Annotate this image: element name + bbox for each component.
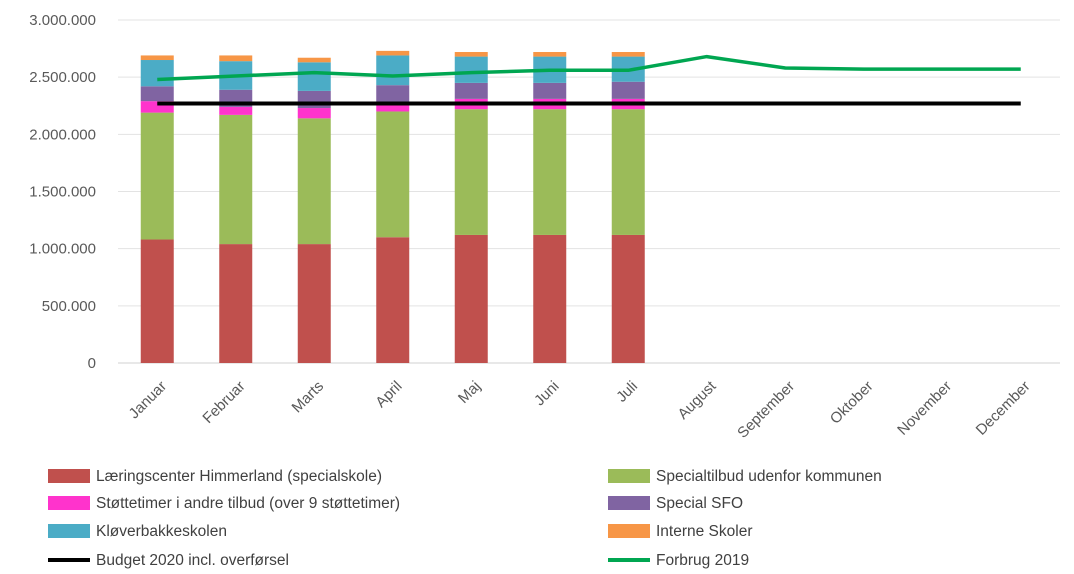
- x-tick-label: Marts: [289, 378, 328, 417]
- bar-segment: [219, 244, 253, 363]
- bar-segment: [297, 57, 331, 63]
- y-tick-label: 2.000.000: [29, 126, 96, 143]
- bar-segment: [376, 103, 410, 112]
- bar-segment: [219, 106, 253, 115]
- y-tick-label: 2.500.000: [29, 69, 96, 86]
- bar-segment: [533, 234, 567, 363]
- bar-segment: [297, 118, 331, 245]
- legend-swatch: [608, 524, 650, 538]
- bar-segment: [376, 237, 410, 363]
- bars: [140, 50, 645, 363]
- legend-label: Interne Skoler: [656, 523, 753, 540]
- bar-segment: [219, 55, 253, 62]
- bar-segment: [376, 111, 410, 238]
- legend: Læringscenter Himmerland (specialskole) S…: [48, 468, 882, 569]
- x-tick-label: April: [372, 378, 405, 411]
- y-tick-label: 0: [88, 355, 96, 372]
- y-axis-ticks: 0 500.000 1.000.000 1.500.000 2.000.000 2.500…: [29, 12, 96, 372]
- bar-segment: [611, 234, 645, 363]
- bar-segment: [454, 56, 488, 83]
- x-tick-label: December: [973, 378, 1034, 439]
- legend-label: Specialtilbud udenfor kommunen: [656, 468, 882, 485]
- y-tick-label: 1.500.000: [29, 184, 96, 201]
- bar-segment: [454, 109, 488, 235]
- x-tick-label: August: [675, 377, 721, 423]
- series-lines: [157, 54, 1021, 106]
- x-axis-ticks: Januar Februar Marts April Maj Juni Juli August…: [126, 377, 1034, 441]
- bar-segment: [297, 62, 331, 91]
- legend-swatch: [48, 469, 90, 483]
- legend-swatch: [608, 496, 650, 510]
- x-tick-label: Oktober: [827, 378, 877, 428]
- legend-label: Støttetimer i andre tilbud (over 9 støtt…: [96, 495, 400, 512]
- bar-segment: [611, 52, 645, 57]
- bar-segment: [140, 60, 174, 87]
- y-tick-label: 500.000: [42, 298, 96, 315]
- legend-label: Forbrug 2019: [656, 552, 749, 569]
- bar-segment: [376, 55, 410, 86]
- bar-segment: [297, 108, 331, 119]
- bar-segment: [533, 82, 567, 99]
- x-tick-label: Juli: [613, 378, 641, 406]
- bar-segment: [140, 55, 174, 61]
- bar-segment: [454, 234, 488, 363]
- x-tick-label: Maj: [455, 378, 484, 407]
- bar-segment: [611, 109, 645, 235]
- bar-segment: [454, 52, 488, 57]
- y-tick-label: 3.000.000: [29, 12, 96, 29]
- legend-swatch: [48, 496, 90, 510]
- bar-segment: [376, 50, 410, 56]
- bar-segment: [219, 114, 253, 245]
- x-tick-label: September: [734, 378, 798, 442]
- x-tick-label: November: [894, 378, 955, 439]
- x-tick-label: Juni: [531, 378, 562, 409]
- legend-label: Special SFO: [656, 495, 743, 512]
- bar-segment: [533, 109, 567, 235]
- bar-segment: [297, 90, 331, 109]
- bar-segment: [140, 101, 174, 113]
- legend-swatch: [608, 469, 650, 483]
- bar-segment: [454, 82, 488, 99]
- bar-segment: [140, 86, 174, 102]
- bar-segment: [376, 85, 410, 104]
- bar-segment: [140, 239, 174, 363]
- legend-label: Budget 2020 incl. overførsel: [96, 552, 289, 569]
- series-line: [157, 54, 1021, 82]
- x-tick-label: Februar: [199, 378, 248, 427]
- gridlines: [118, 19, 1060, 364]
- bar-segment: [611, 81, 645, 99]
- bar-segment: [140, 112, 174, 240]
- legend-label: Kløverbakkeskolen: [96, 523, 227, 540]
- bar-segment: [297, 244, 331, 363]
- bar-segment: [533, 52, 567, 57]
- y-tick-label: 1.000.000: [29, 241, 96, 258]
- legend-label: Læringscenter Himmerland (specialskole): [96, 468, 382, 485]
- legend-swatch: [48, 524, 90, 538]
- x-tick-label: Januar: [126, 378, 170, 422]
